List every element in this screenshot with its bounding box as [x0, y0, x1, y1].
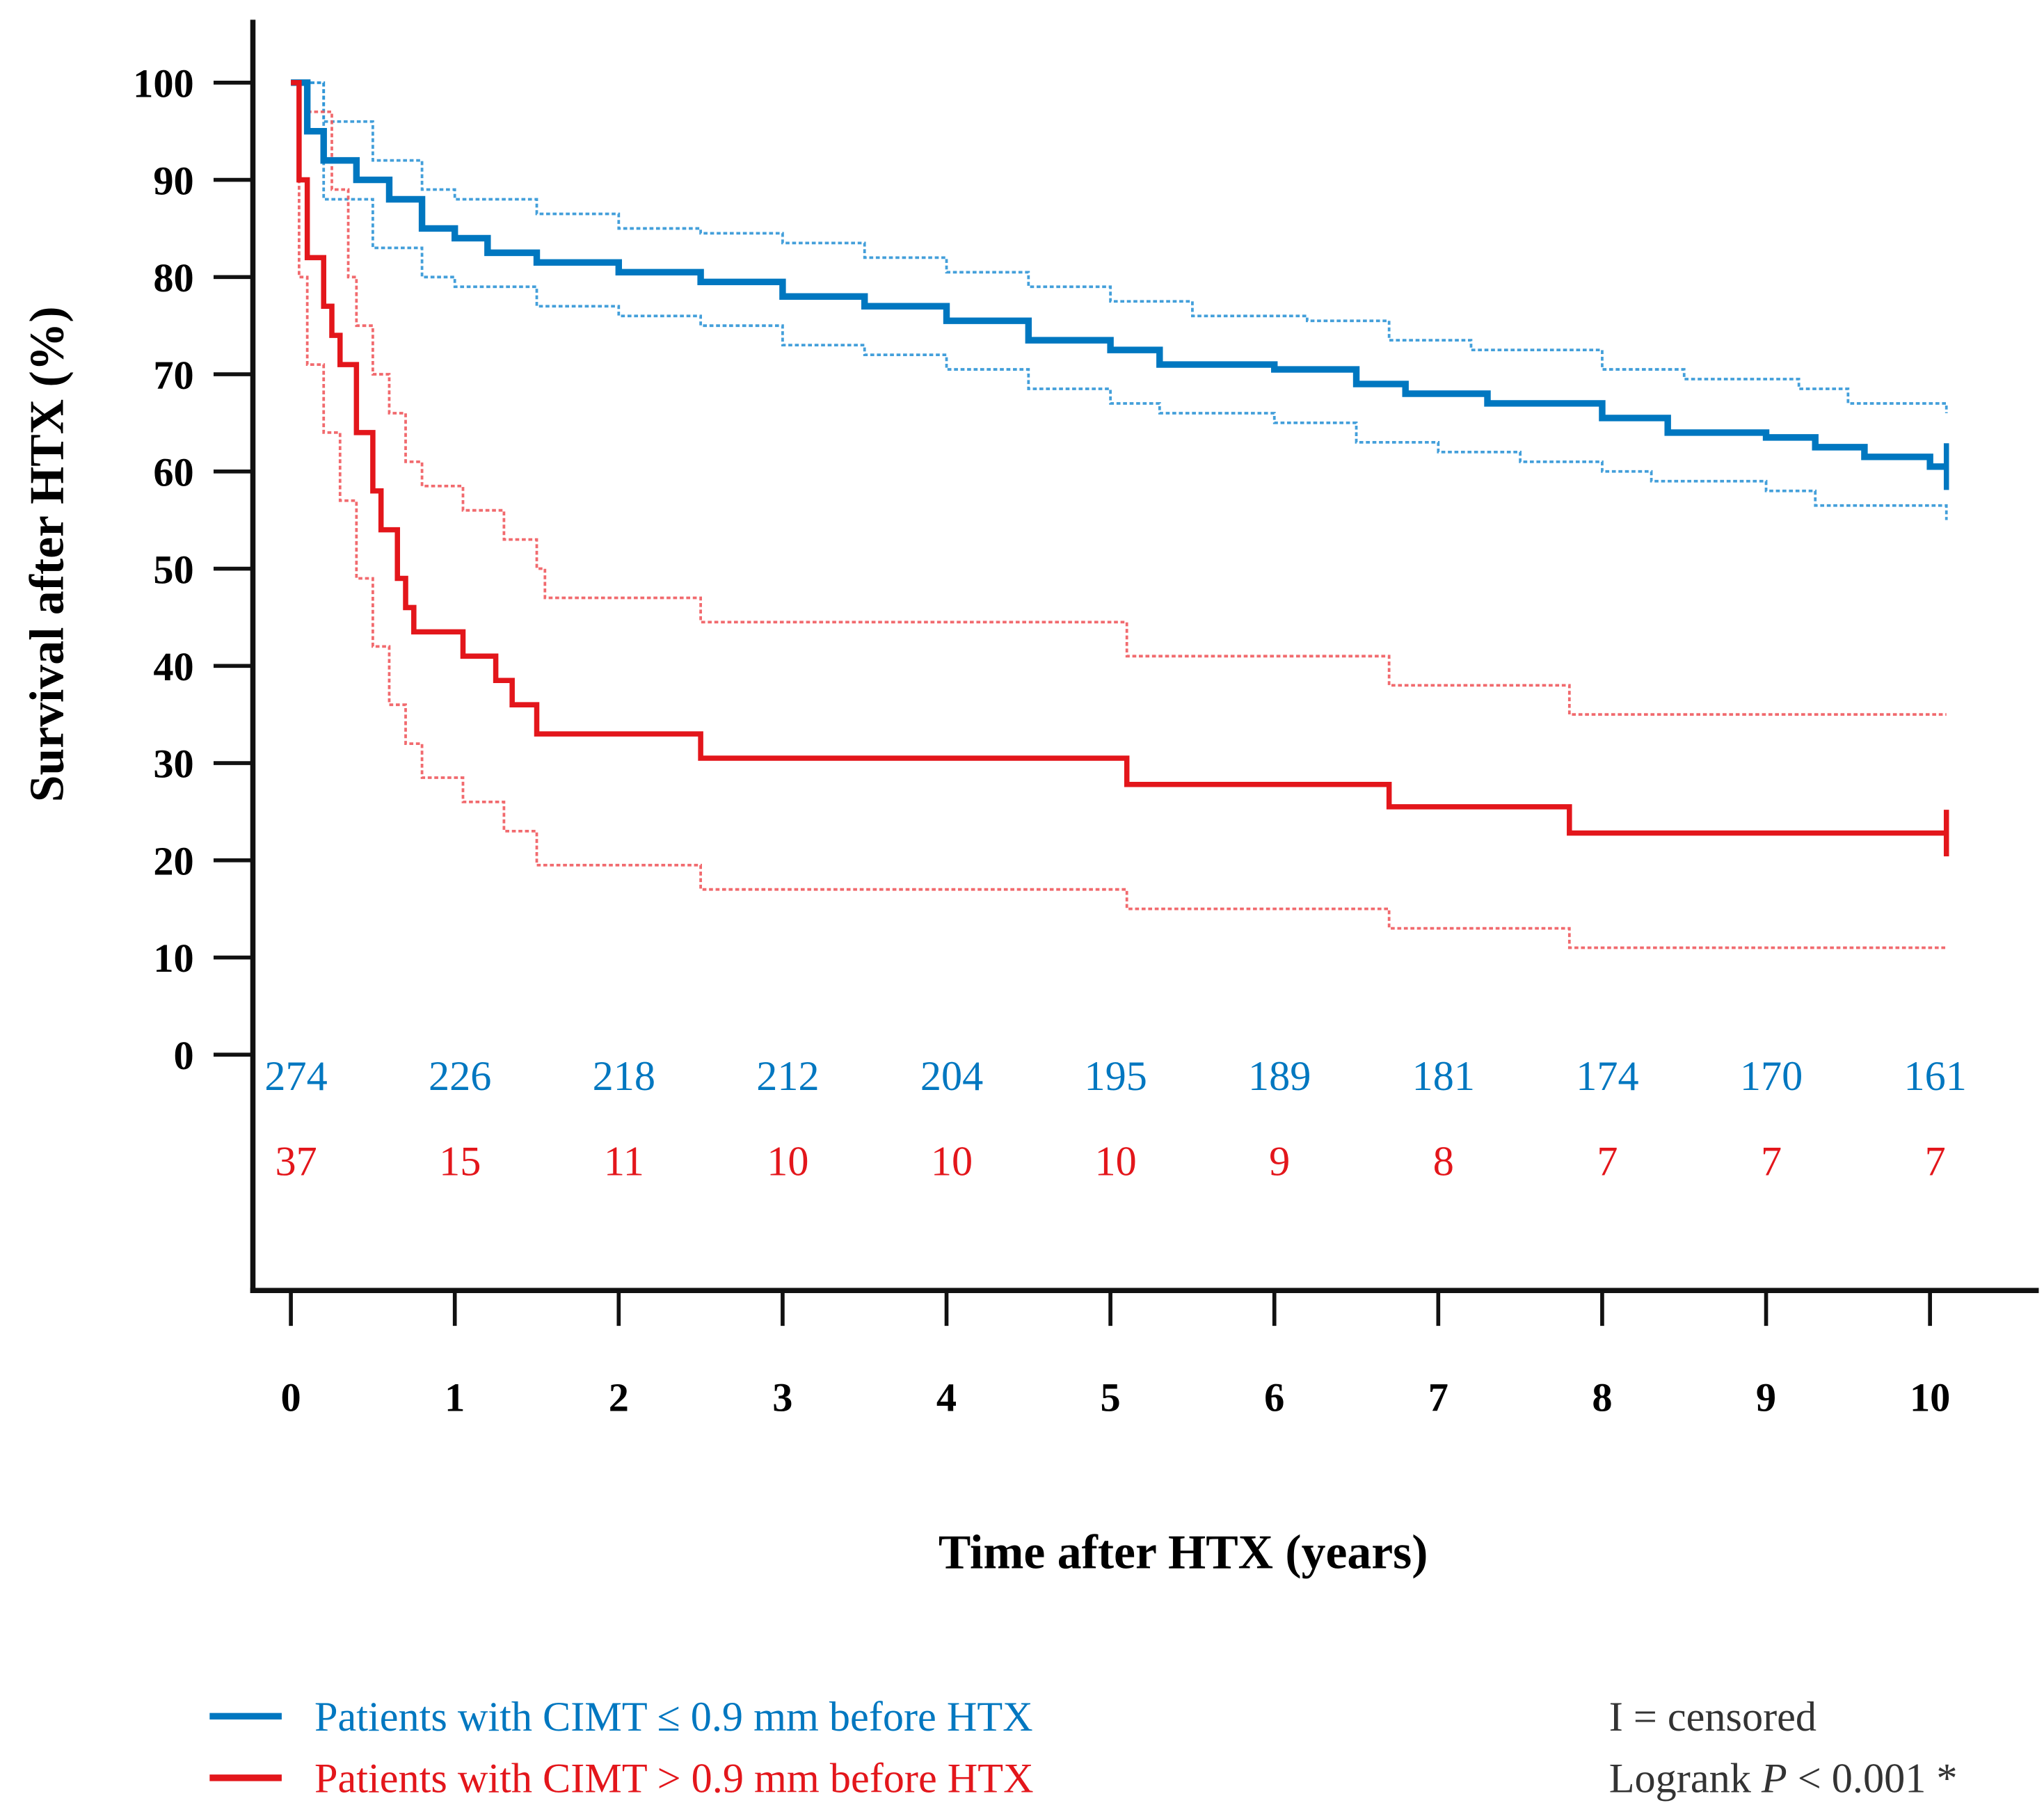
at-risk-blue: 212: [756, 1053, 819, 1100]
y-tick-label: 60: [153, 450, 193, 495]
ci-line-red: [291, 81, 1947, 949]
ci-line-blue: [291, 81, 1948, 413]
x-tick-label: 5: [1101, 1375, 1121, 1420]
y-tick-label: 20: [153, 838, 193, 883]
at-risk-blue: 189: [1248, 1053, 1311, 1100]
ci-line-blue: [291, 81, 1948, 520]
survival-curve-blue: [291, 79, 1947, 470]
y-tick-label: 70: [153, 353, 193, 398]
at-risk-blue: 170: [1740, 1053, 1803, 1100]
x-tick-label: 4: [936, 1375, 957, 1420]
at-risk-red: 10: [1095, 1139, 1137, 1185]
x-tick-label: 3: [772, 1375, 792, 1420]
at-risk-blue: 226: [429, 1053, 491, 1100]
at-risk-blue: 181: [1412, 1053, 1475, 1100]
x-tick-label: 0: [281, 1375, 301, 1420]
x-tick-label: 1: [445, 1375, 465, 1420]
at-risk-blue: 204: [920, 1053, 983, 1100]
legend-label-blue: Patients with CIMT ≤ 0.9 mm before HTX: [314, 1694, 1033, 1740]
at-risk-red: 10: [767, 1139, 808, 1185]
at-risk-red: 7: [1925, 1139, 1946, 1185]
survival-curve-red: [291, 80, 1947, 836]
x-tick-label: 6: [1264, 1375, 1284, 1420]
y-tick-label: 40: [153, 644, 193, 689]
ci-line-red: [291, 81, 1947, 716]
legend-label-red: Patients with CIMT > 0.9 mm before HTX: [314, 1756, 1034, 1802]
at-risk-red: 9: [1269, 1139, 1290, 1185]
y-tick-label: 100: [133, 61, 194, 106]
curves: [291, 79, 1949, 949]
y-tick-label: 90: [153, 158, 193, 203]
x-axis-title: Time after HTX (years): [939, 1526, 1428, 1580]
at-risk-red: 8: [1433, 1139, 1454, 1185]
y-ticks: 0 10 20 30 40 50 60 70 80 90 100: [133, 61, 253, 1078]
at-risk-blue: 161: [1903, 1053, 1966, 1100]
at-risk-red: 10: [931, 1139, 973, 1185]
x-tick-label: 10: [1910, 1375, 1950, 1420]
legend: Patients with CIMT ≤ 0.9 mm before HTX P…: [209, 1694, 1034, 1802]
y-tick-label: 50: [153, 547, 193, 592]
at-risk-blue: 174: [1576, 1053, 1638, 1100]
y-axis-title: Survival after HTX (%): [20, 306, 74, 802]
at-risk-red: 7: [1761, 1139, 1782, 1185]
logrank-note: Logrank P < 0.001 *: [1609, 1756, 1958, 1802]
x-tick-label: 9: [1756, 1375, 1776, 1420]
numbers-at-risk: 274 226 218 212 204 195 189 181 174 170 161 37 15 11 1…: [264, 1053, 1966, 1185]
y-tick-label: 10: [153, 936, 193, 981]
x-ticks: 0 1 2 3 4 5 6 7 8 9 10: [281, 1290, 1950, 1420]
at-risk-blue: 274: [264, 1053, 327, 1100]
at-risk-blue: 218: [593, 1053, 655, 1100]
x-tick-label: 8: [1592, 1375, 1612, 1420]
at-risk-red: 37: [276, 1139, 317, 1185]
at-risk-red: 7: [1597, 1139, 1618, 1185]
at-risk-blue: 195: [1084, 1053, 1147, 1100]
at-risk-red: 11: [604, 1139, 644, 1185]
x-tick-label: 2: [609, 1375, 629, 1420]
x-tick-label: 7: [1428, 1375, 1448, 1420]
y-tick-label: 0: [174, 1033, 194, 1078]
y-tick-label: 80: [153, 255, 193, 300]
censored-note: I = censored: [1609, 1694, 1817, 1740]
at-risk-red: 15: [439, 1139, 481, 1185]
y-tick-label: 30: [153, 741, 193, 787]
